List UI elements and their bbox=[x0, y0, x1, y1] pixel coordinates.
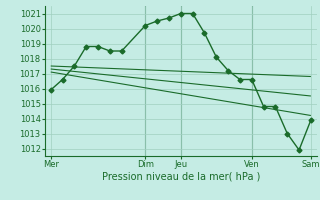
X-axis label: Pression niveau de la mer( hPa ): Pression niveau de la mer( hPa ) bbox=[102, 172, 260, 182]
